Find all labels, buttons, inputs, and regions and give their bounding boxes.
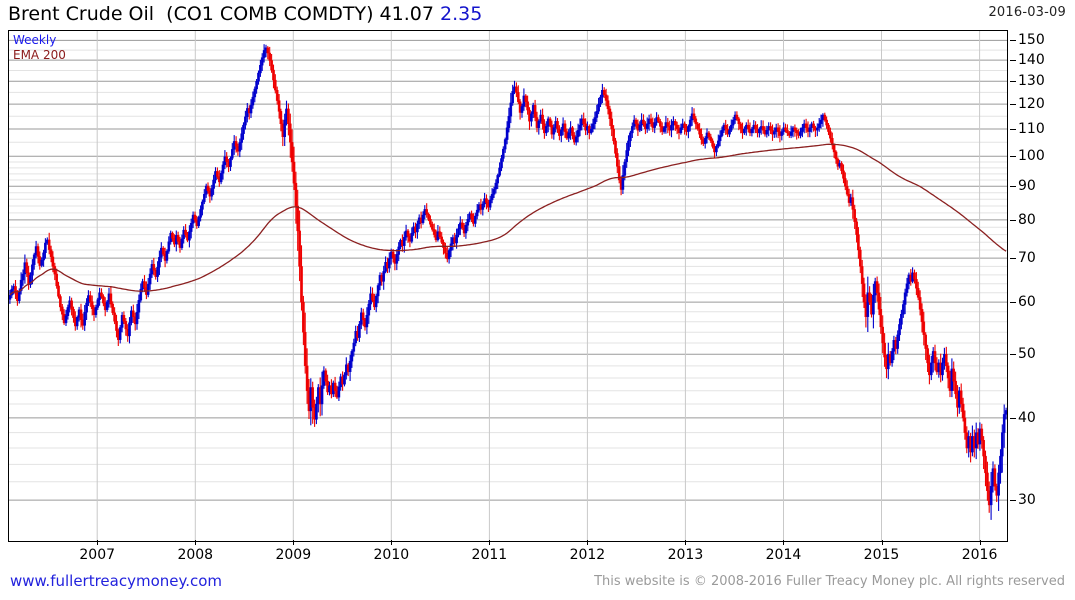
x-axis-years: 2007 2008 2009 2010 2011 2012 2013 2014 2015 2016 [8, 540, 1010, 567]
y-tick-40: 40 [1018, 409, 1036, 426]
y-tick-mark-110 [1010, 128, 1016, 130]
site-url[interactable]: www.fullertreacymoney.com [10, 572, 223, 590]
y-tick-mark-80 [1010, 219, 1016, 221]
x-tick-mark-2008 [195, 540, 197, 545]
x-tick-mark-2010 [391, 540, 393, 545]
last-price: 41.07 [379, 3, 434, 25]
y-tick-mark-90 [1010, 186, 1016, 188]
ema-200-line [9, 143, 1007, 296]
y-tick-mark-120 [1010, 104, 1016, 106]
x-tick-mark-2012 [587, 540, 589, 545]
x-tick-2012: 2012 [569, 547, 606, 563]
y-axis-price: 30 40 50 60 70 80 90 100 110 120 130 140 150 [1010, 30, 1070, 542]
y-tick-140: 140 [1018, 52, 1045, 69]
y-tick-mark-140 [1010, 60, 1016, 62]
instrument-ticker: (CO1 COMB COMDTY) [166, 3, 374, 25]
candlestick-series [9, 44, 1007, 520]
y-tick-30: 30 [1018, 492, 1036, 509]
minor-gridlines [9, 49, 1007, 483]
price-change: 2.35 [440, 3, 483, 25]
y-tick-110: 110 [1018, 120, 1045, 137]
y-tick-mark-130 [1010, 81, 1016, 83]
copyright-notice: This website is © 2008-2016 Fuller Treac… [594, 574, 1065, 589]
x-tick-2011: 2011 [471, 547, 508, 563]
y-tick-mark-30 [1010, 500, 1016, 502]
y-tick-mark-50 [1010, 354, 1016, 356]
chart-footer: www.fullertreacymoney.com This website i… [0, 572, 1075, 596]
x-tick-mark-2016 [979, 540, 981, 545]
as-of-date: 2016-03-09 [988, 5, 1066, 20]
y-tick-120: 120 [1018, 96, 1045, 113]
y-tick-80: 80 [1018, 211, 1036, 228]
x-tick-2010: 2010 [373, 547, 410, 563]
x-tick-2009: 2009 [275, 547, 312, 563]
x-tick-2008: 2008 [177, 547, 214, 563]
instrument-name: Brent Crude Oil [8, 3, 155, 25]
major-gridlines [9, 39, 1007, 501]
y-tick-60: 60 [1018, 294, 1036, 311]
x-tick-mark-2009 [293, 540, 295, 545]
y-tick-mark-40 [1010, 417, 1016, 419]
legend-item-weekly: Weekly [13, 33, 57, 47]
y-tick-50: 50 [1018, 346, 1036, 363]
x-tick-2015: 2015 [863, 547, 900, 563]
legend-item-ema200: EMA 200 [13, 48, 66, 62]
page-title: Brent Crude Oil (CO1 COMB COMDTY) 41.07 … [8, 2, 482, 26]
y-tick-70: 70 [1018, 250, 1036, 267]
y-tick-mark-100 [1010, 156, 1016, 158]
y-tick-90: 90 [1018, 178, 1036, 195]
y-tick-130: 130 [1018, 73, 1045, 90]
x-tick-mark-2013 [685, 540, 687, 545]
x-tick-2007: 2007 [79, 547, 116, 563]
x-tick-2013: 2013 [667, 547, 704, 563]
price-chart-plot-area [8, 30, 1008, 542]
x-tick-2014: 2014 [765, 547, 802, 563]
x-tick-mark-2015 [881, 540, 883, 545]
y-tick-mark-150 [1010, 40, 1016, 42]
x-tick-mark-2014 [783, 540, 785, 545]
y-tick-100: 100 [1018, 148, 1045, 165]
x-tick-mark-2007 [97, 540, 99, 545]
chart-canvas [9, 31, 1007, 541]
chart-header: Brent Crude Oil (CO1 COMB COMDTY) 41.07 … [0, 0, 1075, 28]
chart-legend: Weekly EMA 200 [13, 33, 66, 63]
y-tick-mark-60 [1010, 302, 1016, 304]
x-tick-2016: 2016 [961, 547, 998, 563]
x-tick-mark-2011 [489, 540, 491, 545]
y-tick-mark-70 [1010, 258, 1016, 260]
y-tick-150: 150 [1018, 32, 1045, 49]
